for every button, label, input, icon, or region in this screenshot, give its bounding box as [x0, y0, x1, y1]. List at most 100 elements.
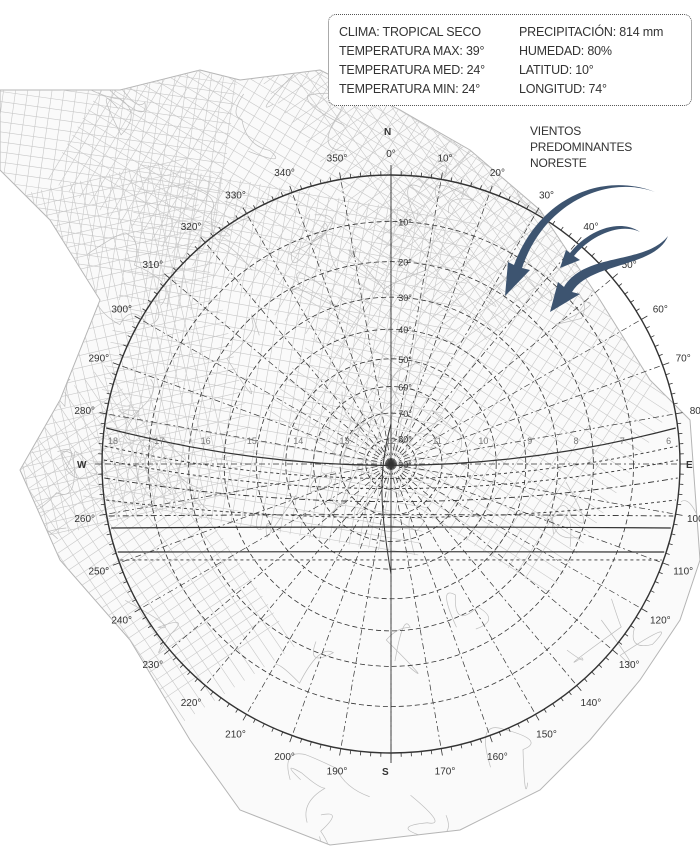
azimuth-label-13: 130° [619, 660, 640, 671]
altitude-label-70: 70° [398, 409, 412, 419]
azimuth-tick [658, 571, 663, 575]
azimuth-tick [104, 402, 109, 405]
azimuth-tick [179, 664, 184, 668]
altitude-label-60: 60° [398, 383, 412, 393]
hour-label-12: 12 [386, 436, 396, 446]
azimuth-tick [194, 245, 198, 250]
azimuth-tick [300, 738, 303, 743]
latitude: LATITUD: 10° [519, 63, 594, 77]
west-label: W [77, 460, 87, 471]
azimuth-label-6: 60° [653, 305, 668, 316]
azimuth-label-10: 100° [687, 514, 700, 525]
azimuth-line [390, 364, 663, 465]
azimuth-tick [576, 236, 582, 243]
azimuth-tick [618, 283, 623, 287]
azimuth-label-20: 200° [274, 752, 295, 763]
azimuth-tick [349, 173, 352, 178]
wind-label-line-3: NORESTE [530, 156, 587, 170]
sun-path-arc [103, 459, 679, 490]
azimuth-label-1: 10° [437, 154, 452, 165]
azimuth-tick [119, 353, 124, 357]
azimuth-tick [112, 562, 120, 566]
azimuth-tick [153, 633, 158, 637]
azimuth-tick [635, 616, 640, 620]
climate-info-right: PRECIPITACIÓN: 814 mm HUMEDAD: 80% LATIT… [519, 23, 663, 99]
altitude-label-30: 30° [398, 293, 412, 303]
azimuth-label-5: 50° [622, 260, 637, 271]
azimuth-label-25: 250° [88, 566, 109, 577]
hour-label-7: 7 [620, 436, 625, 446]
azimuth-tick [552, 703, 556, 708]
azimuth-tick [163, 273, 170, 279]
azimuth-label-7: 70° [676, 354, 691, 365]
azimuth-tick [300, 185, 303, 190]
azimuth-tick [665, 373, 670, 376]
azimuth-tick [612, 273, 619, 279]
azimuth-line [390, 413, 676, 465]
azimuth-line [106, 463, 392, 515]
azimuth-label-22: 220° [181, 698, 202, 709]
azimuth-tick [568, 232, 572, 237]
azimuth-tick [576, 685, 582, 692]
azimuth-tick [289, 185, 293, 193]
azimuth-label-19: 190° [327, 766, 348, 777]
azimuth-tick [106, 533, 111, 536]
azimuth-line [106, 413, 392, 465]
azimuth-tick [112, 552, 117, 555]
sun-path-arc [108, 514, 674, 517]
azimuth-tick [119, 571, 124, 575]
azimuth-label-11: 110° [673, 566, 693, 577]
azimuth-tick [535, 207, 540, 214]
altitude-label-90: 90° [398, 460, 412, 470]
azimuth-tick [662, 362, 670, 366]
climate-type: CLIMA: TROPICAL SECO [339, 25, 481, 39]
azimuth-tick [142, 616, 147, 620]
temperature-med: TEMPERATURA MED: 24° [339, 63, 485, 77]
azimuth-label-28: 280° [74, 406, 95, 417]
longitude: LONGITUD: 74° [519, 82, 607, 96]
azimuth-tick [460, 179, 463, 184]
azimuth-line [390, 463, 491, 736]
azimuth-label-31: 310° [142, 260, 163, 271]
azimuth-tick [526, 205, 529, 210]
azimuth-tick [654, 581, 659, 584]
azimuth-tick [517, 200, 520, 205]
sun-path-arc [104, 445, 678, 479]
azimuth-tick [123, 581, 128, 584]
azimuth-tick [134, 315, 141, 320]
azimuth-tick [641, 608, 648, 613]
wind-label-line-1: VIENTOS [530, 124, 582, 138]
wind-arrow-2 [550, 236, 668, 312]
azimuth-tick [132, 326, 137, 329]
azimuth-tick [109, 382, 114, 385]
azimuth-label-32: 320° [181, 222, 202, 233]
azimuth-tick [630, 625, 635, 629]
stereographic-sun-chart [95, 165, 687, 763]
azimuth-tick [440, 172, 443, 180]
azimuth-label-33: 330° [225, 191, 246, 202]
hour-label-8: 8 [573, 436, 578, 446]
azimuth-label-14: 140° [581, 698, 602, 709]
altitude-label-20: 20° [398, 258, 412, 268]
azimuth-tick [450, 177, 453, 182]
altitude-label-80: 80° [398, 435, 412, 445]
altitude-label-40: 40° [398, 325, 412, 335]
azimuth-tick [675, 513, 683, 516]
sun-path-arc [106, 499, 676, 519]
azimuth-tick [242, 207, 247, 214]
azimuth-line [246, 463, 392, 715]
azimuth-label-29: 290° [88, 354, 109, 365]
azimuth-tick [605, 657, 610, 661]
azimuth-label-34: 340° [274, 168, 295, 179]
hour-label-18: 18 [108, 436, 118, 446]
azimuth-tick [253, 205, 256, 210]
analemma [381, 423, 392, 575]
azimuth-label-2: 20° [490, 168, 505, 179]
azimuth-tick [210, 232, 214, 237]
azimuth-tick [440, 748, 443, 756]
azimuth-tick [309, 182, 312, 187]
hour-label-13: 13 [339, 436, 349, 446]
azimuth-tick [106, 392, 111, 395]
azimuth-tick [289, 735, 293, 743]
